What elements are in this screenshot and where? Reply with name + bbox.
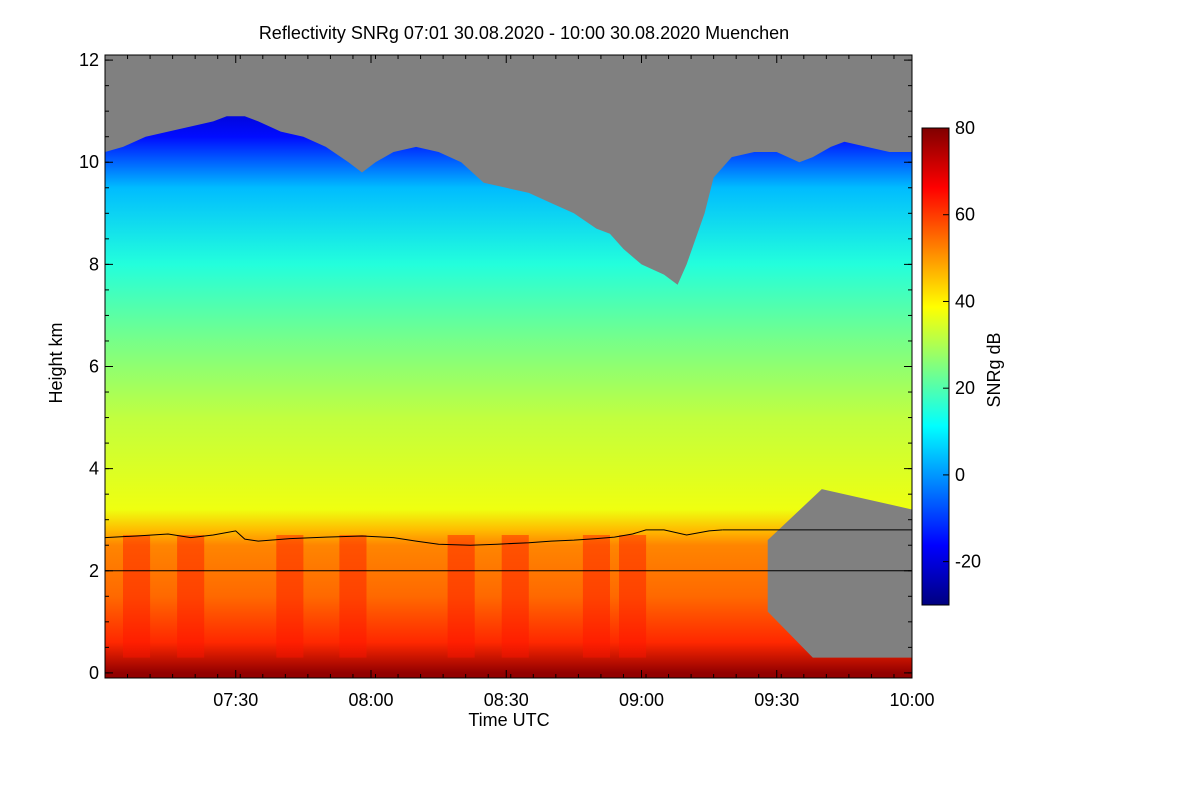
chart-title: Reflectivity SNRg 07:01 30.08.2020 - 10:…	[259, 23, 789, 43]
x-tick-label: 08:30	[484, 690, 529, 710]
x-tick-label: 10:00	[889, 690, 934, 710]
y-tick-label: 2	[89, 561, 99, 581]
x-tick-label: 09:00	[619, 690, 664, 710]
precip-streak	[582, 535, 610, 658]
x-tick-label: 08:00	[348, 690, 393, 710]
colorbar: -20 0 20 40 60 80 SNRg dB	[921, 118, 1004, 606]
colorbar-tick-label: 80	[955, 118, 975, 138]
precip-streak	[123, 535, 151, 658]
precip-streak	[501, 535, 529, 658]
x-tick-label: 07:30	[213, 690, 258, 710]
y-tick-label: 12	[79, 50, 99, 70]
precipitation-streaks	[123, 535, 647, 658]
plot-area	[105, 55, 912, 678]
x-axis: 07:30 08:00 08:30 09:00 09:30 10:00	[104, 55, 935, 710]
colorbar-tick-label: 40	[955, 291, 975, 311]
y-tick-label: 4	[89, 459, 99, 479]
colorbar-tick-label: 20	[955, 378, 975, 398]
x-tick-label: 09:30	[754, 690, 799, 710]
colorbar-scale	[921, 127, 950, 606]
melting-layer-line	[105, 529, 723, 546]
y-axis: 0 2 4 6 8 10 12	[79, 50, 912, 683]
precip-streak	[447, 535, 475, 658]
y-tick-label: 10	[79, 152, 99, 172]
y-tick-label: 0	[89, 663, 99, 683]
y-axis-label: Height km	[46, 322, 66, 403]
precip-streak	[619, 535, 647, 658]
colorbar-tick-label: 0	[955, 465, 965, 485]
colorbar-label: SNRg dB	[984, 332, 1004, 407]
y-tick-label: 6	[89, 357, 99, 377]
colorbar-tick-label: 60	[955, 205, 975, 225]
precip-streak	[339, 535, 367, 658]
x-axis-label: Time UTC	[468, 710, 549, 730]
colorbar-tick-label: -20	[955, 552, 981, 572]
colorbar-ticks: -20 0 20 40 60 80	[943, 118, 981, 572]
precip-streak	[177, 535, 205, 658]
precip-streak	[276, 535, 304, 658]
y-tick-label: 8	[89, 254, 99, 274]
